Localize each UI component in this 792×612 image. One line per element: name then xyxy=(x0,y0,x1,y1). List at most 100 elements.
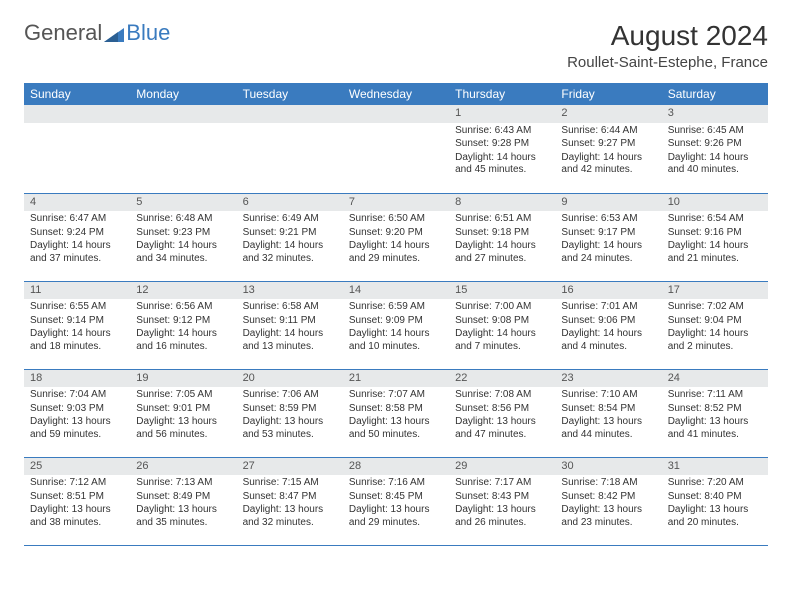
daylight-text: Daylight: 13 hours and 50 minutes. xyxy=(349,416,443,441)
day-number xyxy=(237,105,343,123)
calendar-table: SundayMondayTuesdayWednesdayThursdayFrid… xyxy=(24,83,768,546)
sunset-text: Sunset: 8:59 PM xyxy=(243,403,337,416)
calendar-day-cell xyxy=(343,105,449,193)
day-number: 14 xyxy=(343,282,449,300)
sunrise-text: Sunrise: 6:56 AM xyxy=(136,301,230,314)
logo-triangle-icon xyxy=(104,24,124,42)
weekday-header: Tuesday xyxy=(237,83,343,105)
sunrise-text: Sunrise: 6:47 AM xyxy=(30,213,124,226)
calendar-day-cell: 10Sunrise: 6:54 AMSunset: 9:16 PMDayligh… xyxy=(662,193,768,281)
sunset-text: Sunset: 9:20 PM xyxy=(349,227,443,240)
sunset-text: Sunset: 9:24 PM xyxy=(30,227,124,240)
title-block: August 2024 Roullet-Saint-Estephe, Franc… xyxy=(567,20,768,71)
weekday-header: Friday xyxy=(555,83,661,105)
day-body: Sunrise: 7:20 AMSunset: 8:40 PMDaylight:… xyxy=(662,475,768,534)
calendar-day-cell: 2Sunrise: 6:44 AMSunset: 9:27 PMDaylight… xyxy=(555,105,661,193)
day-number: 27 xyxy=(237,458,343,476)
sunrise-text: Sunrise: 6:55 AM xyxy=(30,301,124,314)
sunset-text: Sunset: 9:14 PM xyxy=(30,315,124,328)
calendar-day-cell: 29Sunrise: 7:17 AMSunset: 8:43 PMDayligh… xyxy=(449,457,555,545)
sunrise-text: Sunrise: 6:51 AM xyxy=(455,213,549,226)
day-number: 9 xyxy=(555,194,661,212)
day-body: Sunrise: 7:13 AMSunset: 8:49 PMDaylight:… xyxy=(130,475,236,534)
sunset-text: Sunset: 9:23 PM xyxy=(136,227,230,240)
daylight-text: Daylight: 14 hours and 42 minutes. xyxy=(561,152,655,177)
day-number: 31 xyxy=(662,458,768,476)
day-number: 30 xyxy=(555,458,661,476)
calendar-day-cell: 25Sunrise: 7:12 AMSunset: 8:51 PMDayligh… xyxy=(24,457,130,545)
logo: General Blue xyxy=(24,20,170,46)
calendar-day-cell: 16Sunrise: 7:01 AMSunset: 9:06 PMDayligh… xyxy=(555,281,661,369)
day-number: 25 xyxy=(24,458,130,476)
sunrise-text: Sunrise: 6:44 AM xyxy=(561,125,655,138)
calendar-day-cell: 31Sunrise: 7:20 AMSunset: 8:40 PMDayligh… xyxy=(662,457,768,545)
sunrise-text: Sunrise: 7:12 AM xyxy=(30,477,124,490)
day-body: Sunrise: 7:06 AMSunset: 8:59 PMDaylight:… xyxy=(237,387,343,446)
sunrise-text: Sunrise: 7:07 AM xyxy=(349,389,443,402)
calendar-day-cell: 27Sunrise: 7:15 AMSunset: 8:47 PMDayligh… xyxy=(237,457,343,545)
day-number: 19 xyxy=(130,370,236,388)
calendar-day-cell: 28Sunrise: 7:16 AMSunset: 8:45 PMDayligh… xyxy=(343,457,449,545)
sunset-text: Sunset: 9:18 PM xyxy=(455,227,549,240)
calendar-day-cell: 14Sunrise: 6:59 AMSunset: 9:09 PMDayligh… xyxy=(343,281,449,369)
calendar-week-row: 25Sunrise: 7:12 AMSunset: 8:51 PMDayligh… xyxy=(24,457,768,545)
day-number: 1 xyxy=(449,105,555,123)
calendar-day-cell: 8Sunrise: 6:51 AMSunset: 9:18 PMDaylight… xyxy=(449,193,555,281)
weekday-header: Thursday xyxy=(449,83,555,105)
day-body: Sunrise: 6:53 AMSunset: 9:17 PMDaylight:… xyxy=(555,211,661,270)
calendar-day-cell: 23Sunrise: 7:10 AMSunset: 8:54 PMDayligh… xyxy=(555,369,661,457)
daylight-text: Daylight: 14 hours and 16 minutes. xyxy=(136,328,230,353)
sunset-text: Sunset: 8:40 PM xyxy=(668,491,762,504)
sunrise-text: Sunrise: 7:11 AM xyxy=(668,389,762,402)
daylight-text: Daylight: 14 hours and 45 minutes. xyxy=(455,152,549,177)
sunset-text: Sunset: 9:09 PM xyxy=(349,315,443,328)
day-body: Sunrise: 7:00 AMSunset: 9:08 PMDaylight:… xyxy=(449,299,555,358)
daylight-text: Daylight: 13 hours and 35 minutes. xyxy=(136,504,230,529)
day-number: 8 xyxy=(449,194,555,212)
day-number: 17 xyxy=(662,282,768,300)
sunset-text: Sunset: 8:58 PM xyxy=(349,403,443,416)
page-subtitle: Roullet-Saint-Estephe, France xyxy=(567,54,768,71)
daylight-text: Daylight: 14 hours and 10 minutes. xyxy=(349,328,443,353)
calendar-week-row: 11Sunrise: 6:55 AMSunset: 9:14 PMDayligh… xyxy=(24,281,768,369)
day-body: Sunrise: 6:51 AMSunset: 9:18 PMDaylight:… xyxy=(449,211,555,270)
calendar-day-cell: 26Sunrise: 7:13 AMSunset: 8:49 PMDayligh… xyxy=(130,457,236,545)
day-number: 12 xyxy=(130,282,236,300)
daylight-text: Daylight: 13 hours and 59 minutes. xyxy=(30,416,124,441)
sunrise-text: Sunrise: 7:08 AM xyxy=(455,389,549,402)
day-number: 7 xyxy=(343,194,449,212)
daylight-text: Daylight: 14 hours and 32 minutes. xyxy=(243,240,337,265)
sunrise-text: Sunrise: 6:49 AM xyxy=(243,213,337,226)
daylight-text: Daylight: 13 hours and 56 minutes. xyxy=(136,416,230,441)
calendar-day-cell xyxy=(130,105,236,193)
day-number: 4 xyxy=(24,194,130,212)
sunset-text: Sunset: 9:27 PM xyxy=(561,138,655,151)
daylight-text: Daylight: 13 hours and 41 minutes. xyxy=(668,416,762,441)
day-body: Sunrise: 7:15 AMSunset: 8:47 PMDaylight:… xyxy=(237,475,343,534)
sunrise-text: Sunrise: 6:58 AM xyxy=(243,301,337,314)
weekday-header: Monday xyxy=(130,83,236,105)
day-body: Sunrise: 6:49 AMSunset: 9:21 PMDaylight:… xyxy=(237,211,343,270)
calendar-day-cell: 22Sunrise: 7:08 AMSunset: 8:56 PMDayligh… xyxy=(449,369,555,457)
daylight-text: Daylight: 14 hours and 21 minutes. xyxy=(668,240,762,265)
sunrise-text: Sunrise: 6:53 AM xyxy=(561,213,655,226)
day-body: Sunrise: 7:18 AMSunset: 8:42 PMDaylight:… xyxy=(555,475,661,534)
day-number: 15 xyxy=(449,282,555,300)
sunrise-text: Sunrise: 6:50 AM xyxy=(349,213,443,226)
daylight-text: Daylight: 13 hours and 20 minutes. xyxy=(668,504,762,529)
day-body: Sunrise: 6:43 AMSunset: 9:28 PMDaylight:… xyxy=(449,123,555,182)
day-body: Sunrise: 6:45 AMSunset: 9:26 PMDaylight:… xyxy=(662,123,768,182)
sunset-text: Sunset: 8:47 PM xyxy=(243,491,337,504)
calendar-day-cell xyxy=(24,105,130,193)
sunrise-text: Sunrise: 7:17 AM xyxy=(455,477,549,490)
sunset-text: Sunset: 9:11 PM xyxy=(243,315,337,328)
logo-text-general: General xyxy=(24,20,102,46)
calendar-day-cell: 3Sunrise: 6:45 AMSunset: 9:26 PMDaylight… xyxy=(662,105,768,193)
sunset-text: Sunset: 9:08 PM xyxy=(455,315,549,328)
daylight-text: Daylight: 14 hours and 7 minutes. xyxy=(455,328,549,353)
day-body: Sunrise: 6:58 AMSunset: 9:11 PMDaylight:… xyxy=(237,299,343,358)
sunset-text: Sunset: 9:26 PM xyxy=(668,138,762,151)
day-body: Sunrise: 6:59 AMSunset: 9:09 PMDaylight:… xyxy=(343,299,449,358)
daylight-text: Daylight: 13 hours and 32 minutes. xyxy=(243,504,337,529)
sunset-text: Sunset: 9:06 PM xyxy=(561,315,655,328)
